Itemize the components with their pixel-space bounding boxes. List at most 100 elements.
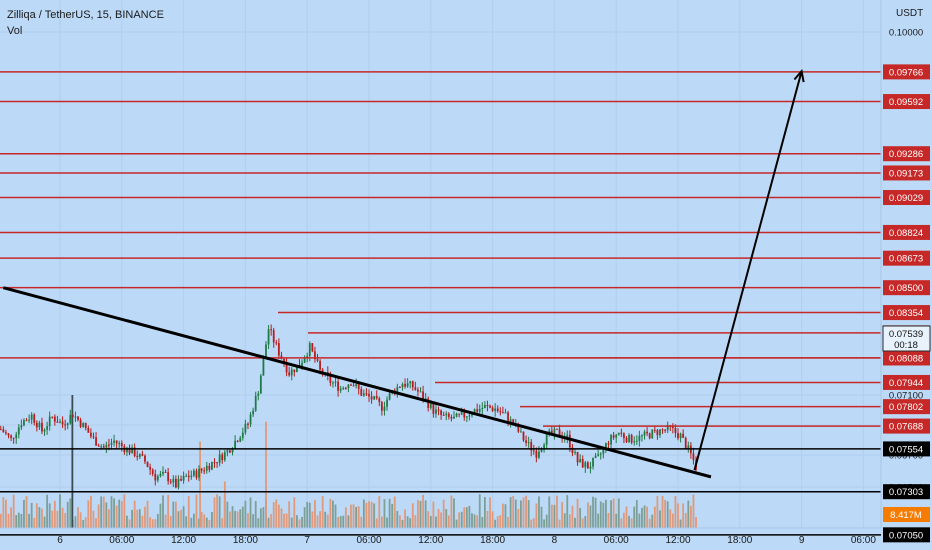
volume-bar [566,495,569,528]
candle-body [319,360,321,370]
candle-body [151,469,154,474]
candle-body [455,413,458,417]
resistance-level-value: 0.08088 [889,353,923,364]
volume-bar [540,506,543,528]
volume-bar [661,495,664,528]
volume-bar [115,505,118,528]
volume-bar [339,516,342,528]
resistance-level-badge [883,64,930,80]
volume-bar [280,508,283,528]
volume-bar [638,513,641,528]
volume-bar [185,516,188,528]
candle-body [396,386,399,394]
resistance-level-value: 0.08673 [889,254,923,265]
volume-bar [48,503,51,528]
volume-bar [203,514,206,528]
candle-body [592,458,594,467]
time-axis-tick-label: 7 [304,535,310,546]
candle-body [599,453,602,455]
candle-body [66,423,69,425]
candle-body [463,412,466,418]
volume-bar [12,494,15,528]
candle-body [597,454,600,456]
candle-body [100,446,103,448]
volume-bar [64,513,67,528]
volume-bar [556,495,558,528]
last-price-badge [882,325,931,352]
volume-bar [0,513,2,528]
volume-bar [236,511,239,528]
bar-countdown: 00:18 [894,340,918,351]
candle-body [332,382,334,384]
volume-bar [409,518,412,528]
candle-body [509,419,512,422]
volume-bar [666,501,669,528]
volume-spike [199,441,201,528]
candle-body [584,462,587,468]
candle-body [617,432,620,435]
volume-bar [383,499,386,528]
volume-bar [352,504,355,528]
resistance-level-badge [883,94,930,110]
candle-body [218,454,221,463]
volume-bar [241,506,244,528]
candle-body [136,455,139,457]
volume-bar [231,506,234,528]
candle-body [666,425,669,431]
candle-body [308,343,311,357]
candle-body [193,470,195,476]
candle-body [486,405,489,407]
last-price-value: 0.07539 [889,329,923,340]
volume-bar [414,515,417,528]
candle-body [535,450,538,458]
volume-bar [478,494,481,528]
candle-body [69,414,72,424]
candle-body [473,409,476,415]
volume-bar [486,510,489,528]
candle-body [61,421,64,425]
candle-body [56,421,59,423]
candle-body [296,365,298,373]
volume-bar [319,511,321,528]
candle-body [602,448,605,454]
volume-bars [0,395,697,528]
resistance-level-value: 0.09592 [889,97,923,108]
candle-body [674,428,677,433]
candle-body [427,398,430,409]
candle-body [301,362,303,367]
candle-body [108,444,110,446]
volume-bar [290,517,293,528]
volume-bar [404,509,406,528]
volume-bar [653,506,656,528]
candle-body [520,431,522,433]
volume-bar [432,501,435,528]
volume-bar [97,504,100,528]
volume-bar [424,500,427,528]
volume-bar [20,513,23,528]
volume-bar [520,500,522,528]
volume-bar [494,519,497,528]
candle-body [605,443,607,449]
candle-body [571,447,574,453]
volume-bar [293,497,296,528]
candle-body [102,446,105,448]
candle-body [167,472,170,482]
candle-body [314,351,316,360]
candle-body [84,423,87,428]
candle-body [200,468,203,471]
candle-body [342,387,345,389]
volume-bar [110,496,113,528]
volume-bar [396,510,399,528]
candle-body [635,440,638,442]
support-level-badge [883,484,930,500]
candle-body [82,423,85,427]
candle-body [180,478,182,481]
volume-spike [265,421,267,528]
candle-body [25,420,28,422]
volume-bar [450,495,453,528]
candle-body [517,423,520,432]
volume-bar [79,512,82,528]
price-levels [0,71,881,536]
candle-body [352,385,355,387]
